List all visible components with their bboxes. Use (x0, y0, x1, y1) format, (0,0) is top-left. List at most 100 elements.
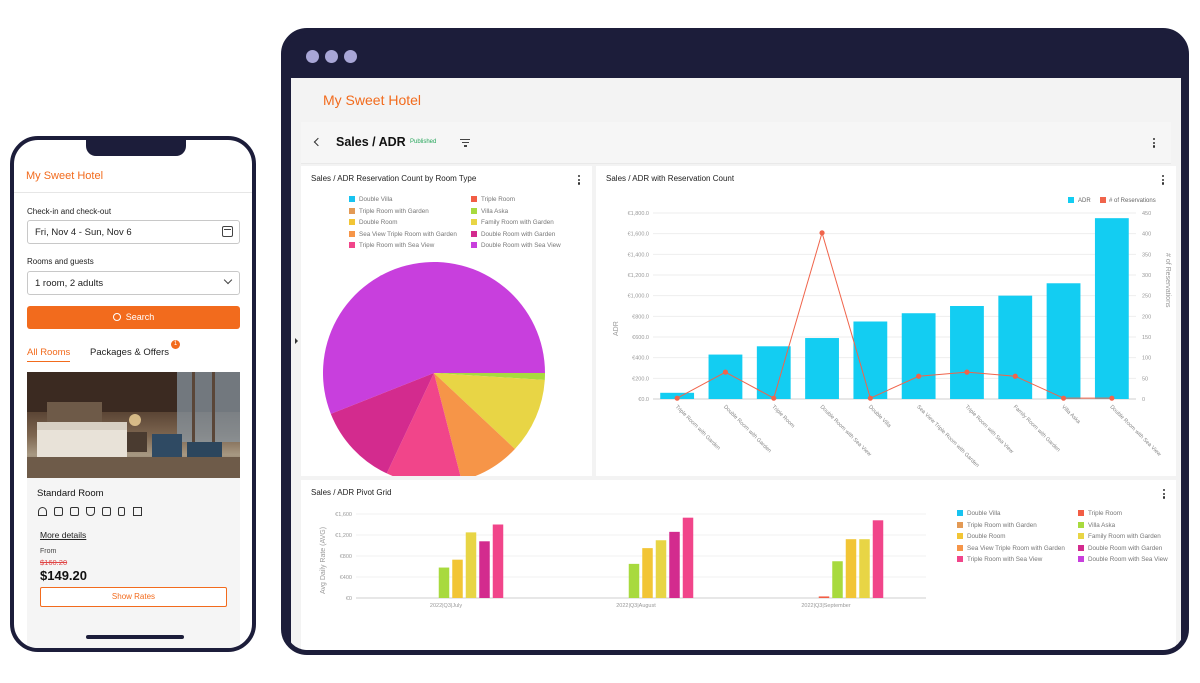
y-tick-label: €1,800.0 (628, 211, 649, 217)
legend-item[interactable]: Double Room with Garden (471, 230, 555, 238)
window-dot-2[interactable] (325, 50, 338, 63)
legend-label-reservations: # of Reservations (1109, 198, 1156, 204)
y2-tick-label: 450 (1142, 211, 1151, 217)
room-photo[interactable] (27, 372, 240, 478)
legend-label: Double Room (359, 219, 398, 226)
bar (492, 524, 504, 598)
date-range-field[interactable]: Fri, Nov 4 - Sun, Nov 6 (27, 220, 240, 244)
show-rates-button[interactable]: Show Rates (40, 587, 227, 607)
browser-frame: My Sweet Hotel Sales / ADR Published Sal… (281, 28, 1189, 655)
room-photo-art (27, 372, 240, 478)
legend-label: Sea View Triple Room with Garden (359, 230, 457, 238)
legend-item[interactable]: Triple Room (1078, 510, 1122, 517)
y-tick-label: €1,000.0 (628, 294, 649, 300)
reservations-line (676, 231, 1112, 399)
bar (642, 548, 653, 598)
legend-item[interactable]: Triple Room with Sea View (957, 556, 1042, 563)
pie-chart[interactable] (301, 166, 592, 476)
combo-panel-more-icon[interactable] (1162, 175, 1165, 186)
legend-swatch (957, 510, 963, 516)
bar (853, 321, 888, 399)
legend-swatch (957, 533, 963, 539)
collapse-arrow-icon[interactable] (295, 338, 298, 344)
search-button-label: Search (125, 312, 155, 322)
legend-item[interactable]: Sea View Triple Room with Garden (957, 544, 1065, 552)
pivot-chart[interactable]: €0 €400 €800 €1,200 €1,600 Avg Daily Rate (AV… (301, 480, 941, 650)
back-icon[interactable] (313, 137, 323, 147)
line-point (1012, 373, 1018, 379)
legend-swatch (471, 196, 477, 202)
bar (479, 541, 490, 598)
y-tick-label: €0.0 (638, 397, 649, 403)
search-button[interactable]: Search (27, 306, 240, 329)
guests-select[interactable]: 1 room, 2 adults (27, 271, 240, 295)
combo-chart[interactable]: €0.0 €200.0 €400.0 €600.0 €800.0 €1,000.0 €1,2… (596, 166, 1176, 476)
bar (1094, 218, 1129, 399)
legend-label: Triple Room with Garden (359, 207, 429, 215)
legend-swatch (349, 219, 355, 225)
calendar-icon[interactable] (222, 226, 233, 237)
legend-item[interactable]: Family Room with Garden (1078, 533, 1161, 540)
bar (655, 540, 667, 598)
y-tick-label: €1,600 (335, 512, 352, 518)
pool-icon (133, 507, 142, 516)
legend-item[interactable]: Double Villa (349, 196, 393, 203)
y-tick-label: €1,200.0 (628, 273, 649, 279)
tab-all-rooms[interactable]: All Rooms (27, 347, 71, 362)
legend-swatch (471, 230, 477, 237)
legend-swatch (349, 230, 355, 237)
bar (628, 563, 640, 598)
window-dot-3[interactable] (344, 50, 357, 63)
date-range-value: Fri, Nov 4 - Sun, Nov 6 (35, 227, 132, 238)
room-name: Standard Room (37, 488, 104, 499)
bar (682, 517, 694, 598)
bar (845, 539, 857, 598)
legend-item[interactable]: Double Room (349, 219, 398, 226)
legend-item[interactable]: Family Room with Garden (471, 219, 554, 226)
pie-panel-more-icon[interactable] (578, 175, 581, 186)
pivot-panel-more-icon[interactable] (1163, 489, 1166, 500)
phone-brand[interactable]: My Sweet Hotel (26, 170, 104, 182)
legend-item[interactable]: Triple Room with Sea View (349, 242, 434, 249)
legend-item[interactable]: Double Room (957, 533, 1006, 540)
guests-label: Rooms and guests (27, 257, 94, 266)
legend-item[interactable]: Triple Room with Garden (957, 521, 1037, 529)
y2-tick-label: 200 (1142, 314, 1151, 320)
room-card[interactable]: Standard Room More details From $160.20 … (27, 372, 240, 648)
more-icon[interactable] (1153, 138, 1156, 149)
legend-item[interactable]: Villa Aska (471, 207, 508, 215)
legend-item[interactable]: Double Villa (957, 510, 1001, 517)
bar (818, 596, 830, 598)
legend-item[interactable]: Villa Aska (1078, 521, 1115, 529)
dashboard-brand[interactable]: My Sweet Hotel (323, 92, 422, 108)
legend-item[interactable]: Triple Room with Garden (349, 207, 429, 215)
legend-swatch-reservations (1100, 197, 1106, 203)
combo-panel-title: Sales / ADR with Reservation Count (606, 174, 735, 183)
legend-item[interactable]: Double Room with Garden (1078, 544, 1162, 552)
checkin-label: Check-in and check-out (27, 207, 112, 216)
legend-swatch (957, 544, 963, 551)
bar (708, 354, 743, 399)
home-indicator (86, 635, 184, 639)
more-details-link[interactable]: More details (40, 530, 87, 540)
x-tick-label: Triple Room with Garden (674, 404, 721, 451)
legend-item[interactable]: Double Room with Sea View (471, 242, 561, 249)
from-label: From (40, 548, 57, 555)
bar (832, 561, 843, 598)
legend-label: Sea View Triple Room with Garden (967, 544, 1065, 552)
legend-item[interactable]: Sea View Triple Room with Garden (349, 230, 457, 238)
legend-label-adr: ADR (1078, 198, 1091, 204)
legend-swatch (471, 242, 477, 248)
tab-packages-offers[interactable]: Packages & Offers (90, 347, 170, 358)
window-dot-1[interactable] (306, 50, 319, 63)
legend-swatch (349, 207, 355, 214)
bar (756, 346, 791, 399)
legend-label: Double Villa (359, 196, 393, 203)
legend-item[interactable]: Triple Room (471, 196, 515, 203)
line-point (819, 230, 825, 236)
shower-icon (70, 507, 79, 516)
x-tick-label: Double Room with Sea View (1108, 404, 1161, 457)
filter-icon[interactable] (460, 139, 470, 147)
phone-notch (86, 140, 186, 156)
legend-item[interactable]: Double Room with Sea View (1078, 556, 1168, 563)
